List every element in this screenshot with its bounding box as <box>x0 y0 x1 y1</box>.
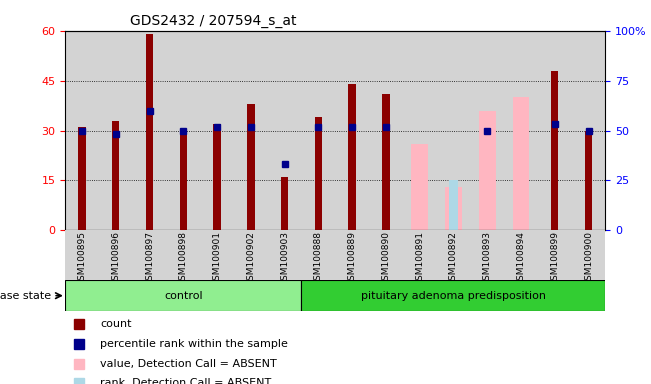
Text: GSM100891: GSM100891 <box>415 232 424 286</box>
Bar <box>585 131 592 230</box>
Text: disease state: disease state <box>0 291 51 301</box>
Bar <box>78 127 86 230</box>
Bar <box>146 34 153 230</box>
Text: GSM100901: GSM100901 <box>213 232 221 286</box>
Text: GSM100898: GSM100898 <box>179 232 187 286</box>
Text: pituitary adenoma predisposition: pituitary adenoma predisposition <box>361 291 546 301</box>
Text: GSM100889: GSM100889 <box>348 232 357 286</box>
Text: GSM100897: GSM100897 <box>145 232 154 286</box>
Text: GSM100892: GSM100892 <box>449 232 458 286</box>
Bar <box>348 84 356 230</box>
Bar <box>112 121 120 230</box>
Text: GSM100895: GSM100895 <box>77 232 87 286</box>
Bar <box>214 124 221 230</box>
Bar <box>551 71 559 230</box>
Text: percentile rank within the sample: percentile rank within the sample <box>100 339 288 349</box>
Bar <box>449 180 458 230</box>
FancyBboxPatch shape <box>65 280 301 311</box>
Bar <box>247 104 255 230</box>
Text: GSM100893: GSM100893 <box>483 232 492 286</box>
Bar <box>382 94 390 230</box>
Text: GSM100900: GSM100900 <box>584 232 593 286</box>
Text: control: control <box>164 291 202 301</box>
Text: rank, Detection Call = ABSENT: rank, Detection Call = ABSENT <box>100 377 271 384</box>
Bar <box>512 97 529 230</box>
Bar <box>445 187 462 230</box>
Bar <box>314 117 322 230</box>
Text: GSM100899: GSM100899 <box>550 232 559 286</box>
Text: GSM100890: GSM100890 <box>381 232 391 286</box>
Bar <box>281 177 288 230</box>
Text: GSM100894: GSM100894 <box>516 232 525 286</box>
Bar <box>180 131 187 230</box>
Text: value, Detection Call = ABSENT: value, Detection Call = ABSENT <box>100 359 277 369</box>
Bar <box>411 144 428 230</box>
Text: GSM100888: GSM100888 <box>314 232 323 286</box>
Text: GSM100902: GSM100902 <box>246 232 255 286</box>
Text: count: count <box>100 319 132 329</box>
Bar <box>478 111 495 230</box>
Text: GDS2432 / 207594_s_at: GDS2432 / 207594_s_at <box>130 14 296 28</box>
FancyBboxPatch shape <box>301 280 605 311</box>
Text: GSM100903: GSM100903 <box>280 232 289 286</box>
Text: GSM100896: GSM100896 <box>111 232 120 286</box>
